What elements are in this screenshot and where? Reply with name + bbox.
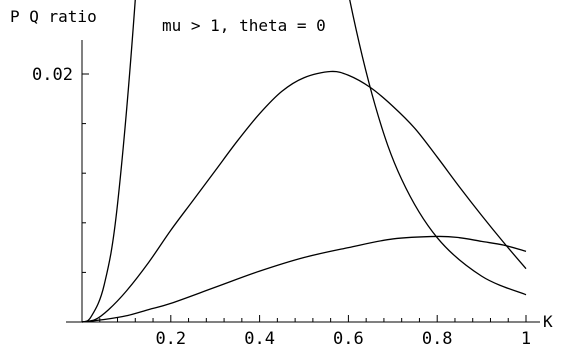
chart-title: mu > 1, theta = 0 (162, 16, 326, 35)
series-line-1 (81, 0, 527, 323)
axes: 0.20.40.60.810.020.040.060.080.1 (32, 40, 540, 349)
series-group (81, 0, 527, 323)
x-tick-label: 1 (521, 329, 531, 349)
x-tick-label: 0.8 (422, 329, 453, 349)
x-tick-label: 0.2 (155, 329, 186, 349)
x-tick-label: 0.6 (333, 329, 364, 349)
y-tick-label: 0.02 (32, 65, 73, 85)
series-line-3 (81, 235, 527, 323)
x-axis-label: K (543, 312, 553, 331)
y-axis-label: P Q ratio (10, 7, 97, 26)
x-tick-label: 0.4 (244, 329, 275, 349)
series-line-2 (81, 70, 527, 323)
